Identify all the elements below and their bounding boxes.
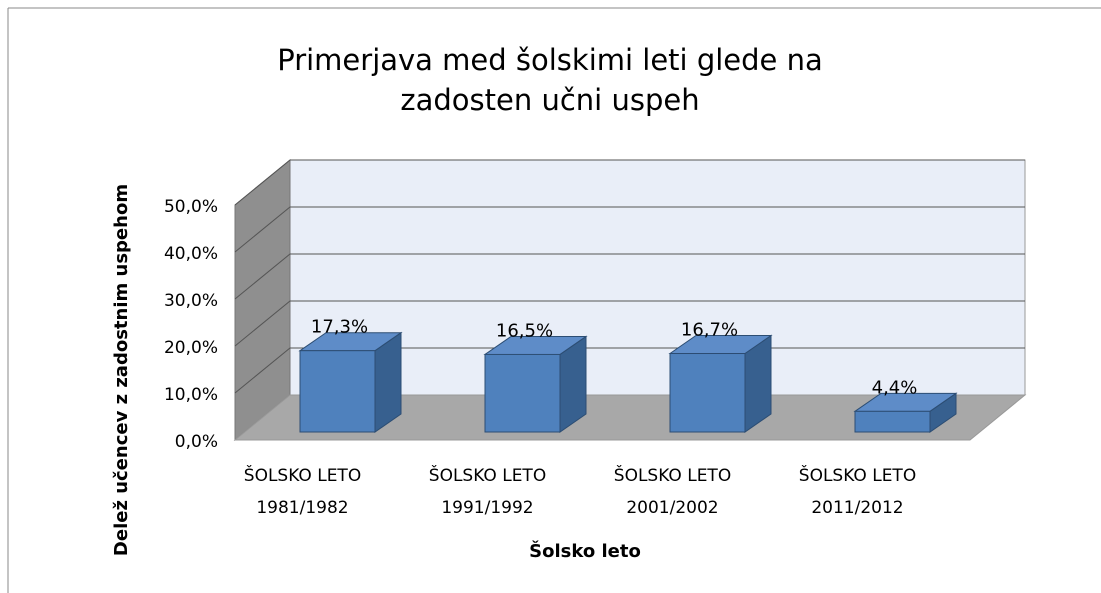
grid-line — [234, 347, 1025, 394]
value-label: 16,5% — [496, 320, 553, 341]
grid-line — [234, 206, 1025, 253]
y-tick-label: 0,0% — [175, 432, 218, 452]
side-wall — [234, 158, 291, 442]
x-axis-title: Šolsko leto — [529, 540, 641, 562]
y-tick-label: 50,0% — [164, 197, 218, 217]
y-axis-title: Delež učencev z zadostnim uspehom — [111, 184, 132, 556]
bar-front — [484, 353, 561, 433]
floor — [233, 394, 1027, 441]
grid-line — [234, 159, 1025, 206]
y-tick-label: 40,0% — [164, 244, 218, 264]
bar — [853, 392, 958, 433]
chart-title: Primerjava med šolskimi leti glede na zad… — [277, 43, 823, 117]
value-label: 17,3% — [311, 317, 368, 338]
bar-front — [299, 350, 376, 433]
y-tick-label: 30,0% — [164, 291, 218, 311]
y-tick-label: 20,0% — [164, 338, 218, 358]
x-tick-label: ŠOLSKO LETO 2001/2002 — [614, 464, 731, 518]
value-label: 4,4% — [872, 377, 918, 398]
bar — [483, 335, 588, 433]
chart-title-text: Primerjava med šolskimi leti glede na zad… — [277, 43, 823, 117]
bar — [298, 331, 403, 433]
grid-line — [234, 253, 1025, 300]
grid-line — [234, 300, 1025, 347]
bar — [668, 334, 773, 433]
bar-front — [854, 410, 931, 433]
x-tick-label: ŠOLSKO LETO 2011/2012 — [799, 464, 916, 518]
x-tick-label: ŠOLSKO LETO 1991/1992 — [429, 464, 546, 518]
value-label: 16,7% — [681, 320, 738, 341]
bar-front — [669, 353, 746, 433]
x-tick-label: ŠOLSKO LETO 1981/1982 — [244, 464, 361, 518]
y-tick-label: 10,0% — [164, 385, 218, 405]
